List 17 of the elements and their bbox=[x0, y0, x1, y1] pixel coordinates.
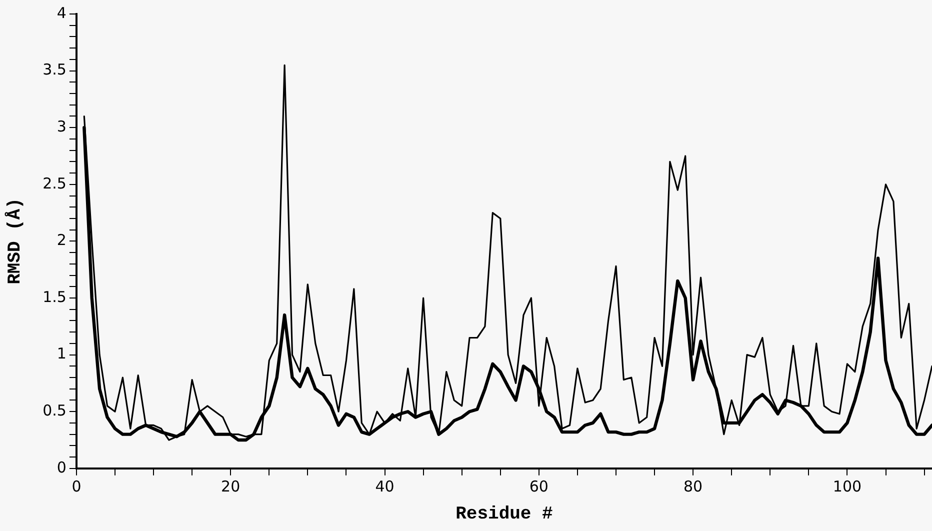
y-tick-label: 3.5 bbox=[42, 60, 66, 79]
x-tick-label: 20 bbox=[221, 477, 240, 496]
y-tick-label: 2.5 bbox=[42, 174, 66, 192]
y-tick-label: 4 bbox=[56, 4, 66, 22]
x-tick-label: 100 bbox=[832, 477, 862, 496]
y-tick-label: 1.5 bbox=[42, 288, 66, 306]
x-axis-title: Residue # bbox=[456, 504, 554, 525]
y-tick-label: 2 bbox=[56, 231, 66, 250]
y-tick-label: 3 bbox=[56, 117, 66, 136]
y-axis-title: RMSD (Å) bbox=[4, 198, 26, 284]
x-tick-label: 80 bbox=[684, 477, 703, 496]
y-tick-label: 0.5 bbox=[42, 401, 66, 420]
y-tick-label: 0 bbox=[56, 458, 66, 476]
x-tick-label: 40 bbox=[375, 477, 394, 496]
y-tick-label: 1 bbox=[56, 344, 66, 363]
x-tick-label: 0 bbox=[72, 477, 82, 496]
x-tick-label: 60 bbox=[529, 477, 548, 496]
